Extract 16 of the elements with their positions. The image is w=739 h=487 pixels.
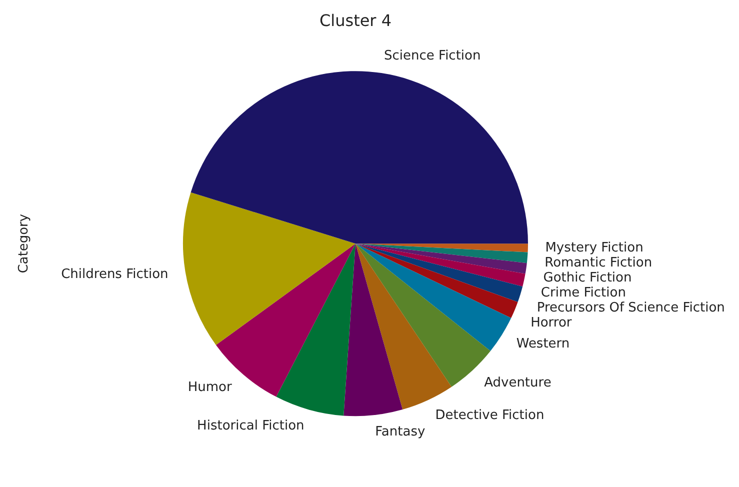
slice-label: Adventure [484, 376, 552, 391]
slice-label: Childrens Fiction [61, 266, 168, 282]
slice-label: Historical Fiction [197, 418, 304, 434]
slice-label: Precursors Of Science Fiction [536, 300, 725, 316]
slice-label: Humor [188, 380, 232, 395]
slice-label: Crime Fiction [540, 286, 626, 301]
slice-label: Mystery Fiction [545, 240, 644, 256]
slice-label: Detective Fiction [435, 408, 544, 424]
slice-label: Romantic Fiction [544, 256, 652, 271]
chart-title: Cluster 4 [319, 10, 392, 30]
slice-label: Gothic Fiction [543, 270, 632, 286]
slice-label: Horror [530, 316, 572, 331]
slice-label: Western [516, 336, 570, 352]
slice-label: Science Fiction [384, 48, 481, 64]
slice-label: Fantasy [375, 424, 426, 440]
text: Category [16, 214, 32, 274]
